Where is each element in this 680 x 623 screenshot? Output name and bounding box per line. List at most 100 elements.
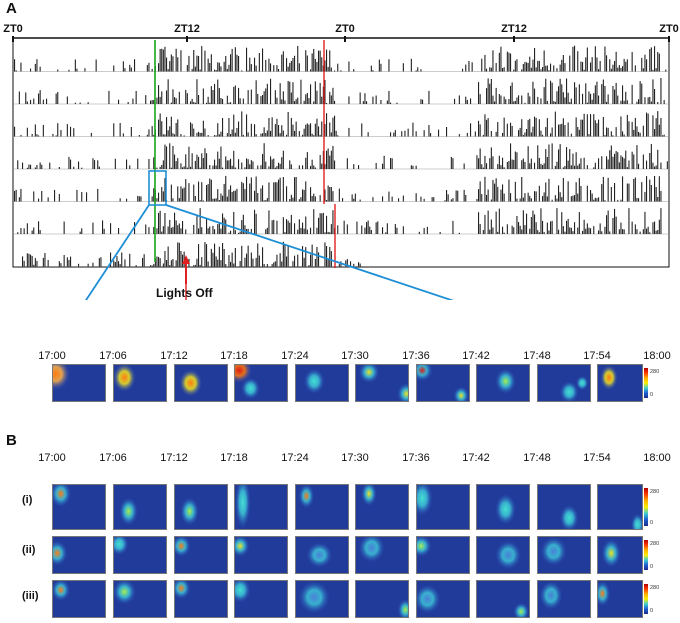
activity-bar xyxy=(241,70,243,72)
activity-bar xyxy=(233,86,235,104)
activity-bar xyxy=(574,82,576,104)
activity-bar xyxy=(292,261,294,267)
activity-bar xyxy=(81,167,83,169)
activity-bar xyxy=(513,101,515,104)
activity-bar xyxy=(36,260,38,267)
activity-bar xyxy=(73,166,75,169)
activity-bar xyxy=(602,176,604,202)
heatmap-tile xyxy=(355,364,409,402)
activity-bar xyxy=(452,198,454,202)
activity-bar xyxy=(410,58,412,72)
activity-bar xyxy=(599,61,601,72)
activity-bar xyxy=(263,143,265,169)
activity-bar xyxy=(233,190,235,202)
activity-bar xyxy=(572,231,574,234)
activity-bar xyxy=(612,86,614,104)
activity-bar xyxy=(634,65,636,72)
activity-bar xyxy=(532,59,534,72)
activity-bar xyxy=(492,179,494,202)
activity-bar xyxy=(458,134,460,137)
activity-bar xyxy=(222,98,224,104)
heat-blob xyxy=(235,485,251,529)
activity-bar xyxy=(647,97,649,104)
activity-bar xyxy=(33,264,35,267)
activity-bar xyxy=(486,163,488,169)
activity-bar xyxy=(636,197,638,202)
activity-bar xyxy=(545,78,547,104)
activity-bar xyxy=(162,191,164,202)
activity-bar xyxy=(503,117,505,137)
heat-blob xyxy=(513,602,529,617)
activity-bar xyxy=(262,185,264,202)
activity-bar xyxy=(151,196,153,202)
activity-bar xyxy=(614,153,616,169)
activity-bar xyxy=(310,69,312,72)
activity-bar xyxy=(220,66,222,72)
activity-bar xyxy=(423,198,425,202)
activity-bar xyxy=(556,161,558,169)
activity-bar xyxy=(242,214,244,234)
activity-bar xyxy=(295,121,297,137)
activity-bar xyxy=(367,220,369,234)
activity-bar xyxy=(561,212,563,234)
activity-bar xyxy=(519,127,521,137)
activity-bar xyxy=(500,165,502,169)
activity-bar xyxy=(324,124,326,137)
activity-bar xyxy=(198,228,200,234)
activity-bar xyxy=(287,81,289,104)
activity-bar xyxy=(167,226,169,234)
activity-bar xyxy=(26,253,28,267)
heatmap-tile xyxy=(476,364,530,402)
activity-bar xyxy=(577,227,579,234)
activity-bar xyxy=(495,131,497,137)
activity-bar xyxy=(522,210,524,234)
activity-bar xyxy=(217,79,219,104)
activity-bar xyxy=(70,159,72,169)
activity-bar xyxy=(324,189,326,202)
activity-bar xyxy=(510,85,512,104)
activity-bar xyxy=(14,126,16,137)
activity-bar xyxy=(212,165,214,169)
activity-bar xyxy=(526,129,528,137)
activity-bar xyxy=(110,252,112,267)
activity-bar xyxy=(417,67,419,72)
activity-bar xyxy=(332,210,334,234)
activity-bar xyxy=(209,165,211,169)
activity-bar xyxy=(159,49,161,72)
activity-bar xyxy=(551,82,553,104)
activity-bar xyxy=(202,120,204,137)
activity-bar xyxy=(415,70,417,72)
activity-bar xyxy=(650,101,652,104)
activity-bar xyxy=(113,260,115,267)
activity-bar xyxy=(193,265,195,267)
activity-bar xyxy=(612,64,614,72)
activity-bar xyxy=(330,132,332,137)
activity-bar xyxy=(618,162,620,169)
activity-bar xyxy=(634,177,636,202)
activity-bar xyxy=(638,163,640,169)
activity-bar xyxy=(314,167,316,169)
activity-bar xyxy=(559,124,561,137)
activity-bar xyxy=(489,229,491,234)
activity-bar xyxy=(314,259,316,267)
activity-bar xyxy=(601,156,603,169)
activity-bar xyxy=(646,176,648,202)
heat-blob xyxy=(53,485,72,507)
activity-bar xyxy=(281,99,283,104)
activity-bar xyxy=(382,163,384,169)
activity-bar xyxy=(22,162,24,169)
activity-bar xyxy=(310,254,312,267)
activity-bar xyxy=(398,198,400,202)
activity-bar xyxy=(167,130,169,137)
activity-bar xyxy=(330,150,332,169)
activity-bar xyxy=(161,187,163,202)
activity-bar xyxy=(300,227,302,234)
activity-bar xyxy=(524,61,526,72)
activity-bar xyxy=(316,118,318,137)
activity-bar xyxy=(126,159,128,169)
activity-bar xyxy=(394,224,396,234)
activity-bar xyxy=(324,242,326,267)
activity-bar xyxy=(540,163,542,169)
activity-bar xyxy=(287,66,289,72)
colorbar-max-label: 280 xyxy=(650,541,660,547)
